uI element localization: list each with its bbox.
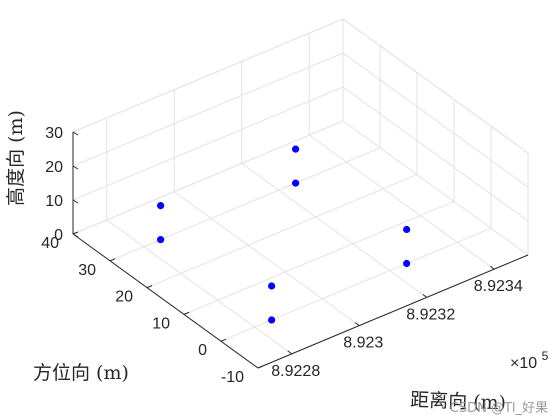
- floor-grid-line: [308, 134, 495, 270]
- data-point: [157, 236, 165, 244]
- z-tick-label: 10: [45, 193, 63, 210]
- y-axis-label: 方位向 (m): [33, 362, 129, 384]
- z-tick-mark: [72, 165, 79, 170]
- floor-grid-line: [183, 200, 455, 315]
- y-tick-mark: [183, 311, 190, 315]
- x-tick-mark: [489, 265, 495, 270]
- back-wall-grid-line: [72, 52, 344, 167]
- y-axis-line: [72, 233, 259, 369]
- box-edge: [72, 18, 344, 133]
- floor-grid-line: [220, 227, 492, 342]
- floor-grid-line: [109, 147, 381, 262]
- z-tick-mark: [72, 199, 79, 204]
- x-exponent-base: ×10: [510, 355, 537, 372]
- y-tick-mark: [146, 285, 153, 289]
- y-tick-mark: [72, 231, 79, 235]
- data-point: [403, 225, 411, 234]
- z-tick-mark: [72, 233, 79, 238]
- floor-grid-line: [146, 174, 418, 289]
- x-tick-label: 8.9234: [474, 278, 523, 295]
- x-exponent-label: ×10 5: [510, 349, 549, 372]
- side-wall-grid-line: [342, 120, 529, 256]
- floor-grid-line: [106, 219, 293, 355]
- y-tick-label: 30: [78, 262, 96, 279]
- back-wall-grid-line: [72, 120, 344, 235]
- data-point: [268, 282, 276, 290]
- z-tick-mark: [72, 131, 79, 136]
- z-tick-label: 20: [45, 159, 63, 176]
- data-points: [157, 145, 411, 324]
- data-point: [268, 316, 276, 324]
- data-point: [292, 145, 300, 153]
- z-tick-label: 0: [54, 227, 63, 244]
- side-wall-grid-line: [342, 52, 529, 188]
- x-tick-mark: [422, 293, 428, 298]
- y-tick-mark: [220, 338, 227, 342]
- floor-grid-line: [241, 162, 428, 298]
- y-tick-mark: [257, 365, 264, 369]
- y-tick-label: -10: [221, 369, 244, 386]
- data-point: [157, 202, 165, 210]
- y-axis-ticks: -10 0 10 20 30 40: [41, 231, 264, 386]
- x-axis-line: [257, 254, 529, 369]
- x-tick-label: 8.923: [343, 335, 383, 352]
- z-axis-ticks: 0 10 20 30: [45, 125, 79, 244]
- y-tick-label: 40: [41, 235, 59, 252]
- y-tick-label: 0: [198, 342, 207, 359]
- y-tick-mark: [109, 258, 116, 262]
- x-tick-label: 8.9232: [406, 306, 455, 323]
- back-wall-grid-line: [72, 86, 344, 201]
- z-tick-label: 30: [45, 125, 63, 142]
- grid-lines: [72, 18, 529, 369]
- x-exponent-power: 5: [542, 349, 549, 363]
- x-tick-label: 8.9228: [271, 363, 320, 380]
- x-tick-mark: [287, 350, 293, 355]
- y-tick-label: 10: [152, 315, 170, 332]
- floor-grid-line: [173, 191, 360, 327]
- x-axis-label: 距离向 (m): [410, 389, 507, 414]
- watermark: CSDN @Tl_好果: [450, 401, 548, 416]
- x-axis-ticks: 8.9228 8.923 8.9232 8.9234: [271, 265, 523, 380]
- data-point: [403, 259, 411, 268]
- data-point: [292, 179, 300, 187]
- y-tick-label: 20: [115, 289, 133, 306]
- side-wall-grid-line: [342, 86, 529, 222]
- x-tick-mark: [354, 322, 360, 327]
- box-edge: [342, 18, 529, 154]
- axis-lines: [72, 132, 529, 369]
- z-axis-label: 高度向 (m): [5, 110, 27, 206]
